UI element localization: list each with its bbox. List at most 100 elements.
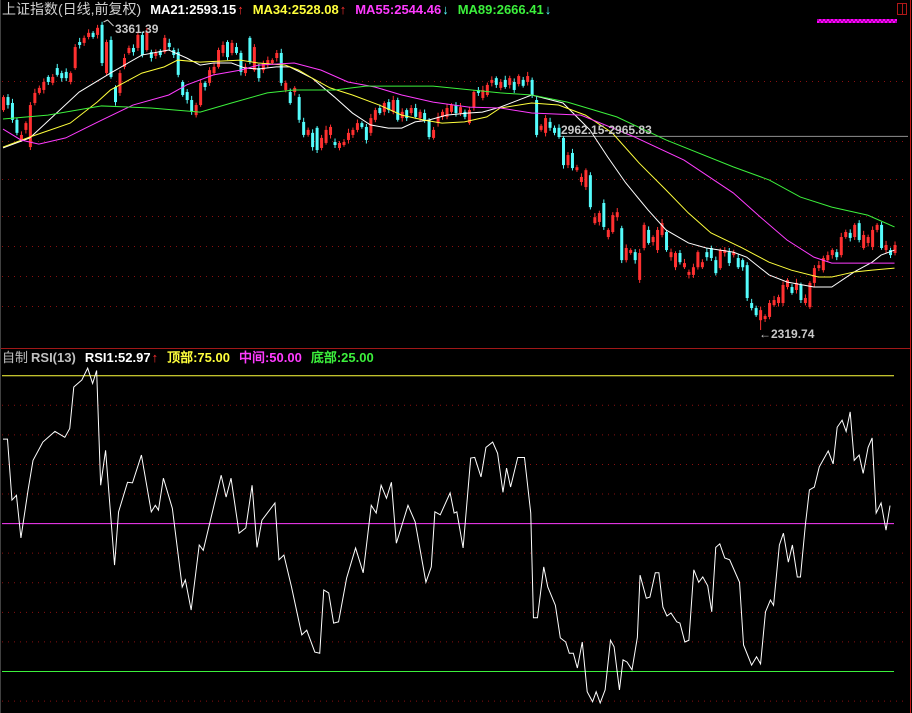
candle-body — [857, 223, 861, 240]
candle-body — [839, 237, 843, 256]
candle-body — [252, 47, 256, 71]
candle-up — [732, 249, 736, 258]
candle-up — [674, 251, 677, 271]
candle-body — [270, 60, 274, 64]
candle-up — [284, 80, 288, 93]
price-header: 上证指数(日线,前复权) MA21:2593.15 ↑ MA34:2528.08… — [2, 1, 551, 18]
rsi-prefix: 自制 — [2, 350, 29, 365]
window-toggle-icon[interactable] — [897, 3, 907, 15]
candle-body — [862, 234, 866, 248]
candle-body — [817, 265, 821, 269]
candle-up — [194, 102, 198, 118]
candle-body — [118, 73, 122, 93]
candle-body — [494, 78, 498, 85]
candle-body — [794, 282, 798, 290]
candle-up — [485, 82, 489, 97]
candle-body — [700, 262, 704, 268]
candle-body — [889, 250, 893, 256]
candle-up — [42, 78, 46, 94]
candle-down — [427, 118, 431, 140]
indicator-toolbar-strip[interactable] — [817, 19, 897, 23]
candle-body — [87, 32, 91, 37]
candle-body — [651, 237, 655, 243]
candle-up — [73, 44, 77, 70]
candle-down — [114, 85, 117, 106]
candle-body — [696, 252, 700, 268]
candle-body — [544, 118, 548, 133]
candle-down — [705, 247, 709, 261]
candle-down — [880, 221, 884, 250]
candle-body — [656, 229, 660, 251]
candle-up — [481, 85, 485, 101]
candle-up — [629, 248, 633, 255]
candle-down — [257, 63, 261, 82]
candle-body — [342, 142, 346, 145]
candle-up — [293, 86, 297, 96]
candle-body — [69, 73, 73, 82]
candle-body — [33, 92, 37, 103]
candle-body — [19, 134, 23, 140]
index-title: 上证指数(日线,前复权) — [2, 1, 142, 17]
candle-down — [709, 245, 713, 261]
candle-body — [145, 31, 149, 51]
candle-up — [409, 105, 413, 116]
candle-body — [570, 152, 574, 169]
candle-up — [230, 39, 234, 56]
candle-body — [181, 81, 185, 95]
candle-body — [535, 100, 539, 135]
candle-body — [64, 71, 68, 79]
candle-body — [593, 217, 597, 224]
candle-up — [346, 128, 350, 144]
candle-up — [584, 168, 588, 190]
candle-body — [360, 123, 364, 127]
candle-body — [723, 250, 727, 254]
candle-up — [700, 259, 704, 269]
candle-up — [844, 229, 848, 239]
candle-up — [373, 107, 377, 123]
candle-body — [553, 127, 557, 133]
moving-averages — [2, 49, 895, 288]
candle-up — [597, 210, 601, 226]
candle-body — [51, 76, 55, 83]
candle-body — [665, 232, 669, 251]
candle-up — [875, 223, 879, 233]
candle-up — [69, 71, 73, 85]
candle-body — [351, 129, 355, 135]
candle-down — [396, 97, 400, 122]
candle-body — [875, 224, 879, 230]
candle-up — [467, 106, 471, 125]
candle-up — [306, 127, 310, 137]
candle-body — [226, 42, 229, 58]
candle-down — [234, 42, 238, 55]
candle-body — [6, 97, 10, 106]
candle-body — [338, 142, 341, 148]
candle-down — [78, 37, 82, 49]
candle-down — [6, 94, 10, 109]
candle-body — [691, 267, 695, 275]
candle-down — [60, 70, 64, 82]
candle-body — [396, 100, 400, 120]
candle-body — [445, 108, 449, 117]
candle-up — [243, 63, 247, 77]
candle-body — [140, 34, 144, 56]
candle-up — [544, 115, 548, 137]
candle-body — [24, 123, 28, 130]
ma89-value: MA89:2666.41 — [457, 2, 544, 17]
candle-up — [808, 281, 812, 309]
candle-down — [530, 77, 534, 98]
candle-body — [763, 316, 767, 319]
candle-down — [100, 21, 104, 66]
candle-down — [176, 48, 180, 78]
candle-body — [584, 170, 588, 188]
candle-body — [114, 87, 117, 103]
price-line-label: 2962.15-2965.83 — [561, 123, 652, 137]
candle-body — [615, 212, 619, 218]
candle-down — [848, 229, 852, 242]
candle-body — [364, 126, 368, 140]
candle-body — [73, 47, 77, 69]
candle-body — [311, 132, 315, 148]
candle-body — [741, 260, 745, 268]
candle-body — [777, 297, 781, 304]
candle-down — [185, 89, 189, 104]
candle-body — [660, 223, 664, 235]
